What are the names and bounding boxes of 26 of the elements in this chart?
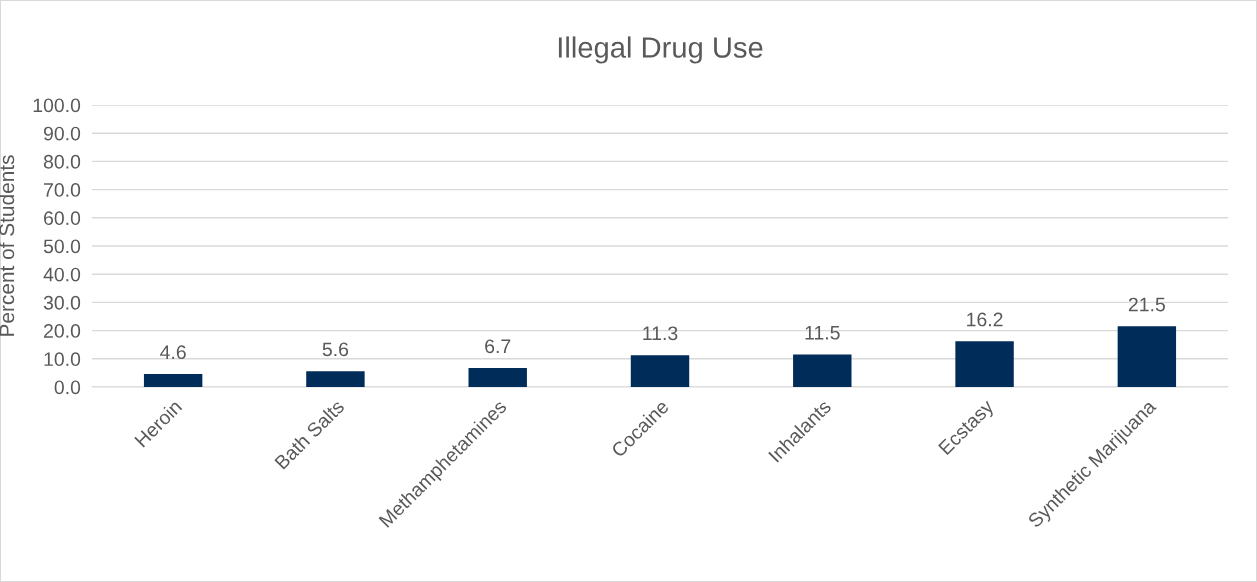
data-label: 11.5: [805, 326, 840, 340]
chart-title: Illegal Drug Use: [558, 36, 763, 64]
y-tick-label: 100.0: [33, 98, 81, 113]
y-tick-label: 0.0: [54, 380, 81, 395]
y-tick-label: 50.0: [43, 239, 81, 254]
y-tick-label: 30.0: [43, 295, 81, 310]
data-label: 16.2: [967, 312, 1003, 327]
y-tick-label: 70.0: [44, 183, 81, 197]
y-tick-label: 20.0: [44, 324, 81, 338]
bar: [468, 368, 527, 387]
data-label: 6.7: [485, 339, 511, 354]
data-label: 5.6: [322, 342, 349, 357]
data-label: 21.5: [1128, 297, 1165, 312]
y-tick-label: 40.0: [43, 267, 81, 282]
bar: [143, 374, 203, 387]
bar: [306, 371, 365, 387]
y-tick-label: 90.0: [43, 126, 81, 141]
bar: [793, 354, 852, 387]
bar: [630, 355, 690, 387]
data-label: 11.3: [643, 326, 678, 341]
y-tick-label: 80.0: [43, 154, 81, 169]
bar: [1117, 326, 1177, 387]
bar: [955, 341, 1014, 387]
data-label: 4.6: [160, 345, 186, 360]
y-tick-label: 10.0: [44, 352, 81, 367]
y-tick-label: 60.0: [44, 211, 81, 226]
